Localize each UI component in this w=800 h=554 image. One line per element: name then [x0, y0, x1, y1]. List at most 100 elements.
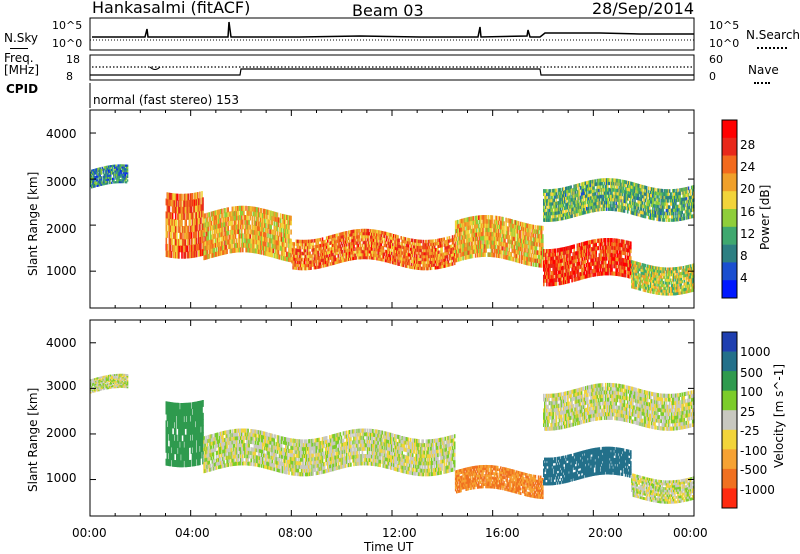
power-cell [619, 192, 622, 196]
power-cell [193, 237, 196, 245]
power-cell [607, 267, 609, 272]
power-cell [360, 234, 363, 239]
power-cell [104, 182, 107, 185]
power-cell [495, 224, 498, 229]
power-cell [573, 191, 575, 195]
power-cell [581, 195, 584, 199]
power-cell [508, 255, 510, 261]
power-cell [169, 225, 172, 232]
power-cell [558, 277, 561, 282]
power-cell [386, 256, 389, 260]
power-cell [328, 247, 330, 252]
power-cell [449, 262, 452, 267]
power-cell [167, 224, 170, 232]
power-cell [318, 238, 321, 242]
power-cell [415, 245, 417, 249]
power-cell [178, 251, 180, 259]
power-cell [126, 166, 129, 169]
power-cell [305, 263, 307, 268]
power-cell [294, 248, 297, 252]
power-cell [467, 225, 470, 231]
power-cell [296, 263, 299, 267]
velocity-cbar-label: Velocity [m s^-1] [772, 363, 786, 468]
power-cell [590, 186, 592, 191]
power-cell [238, 205, 241, 211]
power-cell [101, 181, 104, 184]
power-cell [530, 232, 532, 238]
power-cell [105, 176, 108, 180]
power-cell [634, 198, 636, 203]
power-cell [255, 234, 258, 240]
power-cell [623, 196, 626, 200]
power-cell [438, 250, 440, 254]
power-cell [293, 248, 295, 252]
power-cell [410, 247, 413, 251]
power-cell [610, 249, 612, 254]
power-cell [643, 188, 646, 193]
power-cell [423, 242, 426, 247]
power-cell [519, 246, 522, 252]
power-cell [464, 217, 466, 223]
power-cell [262, 245, 264, 251]
power-cell [376, 253, 378, 258]
power-cell [529, 228, 531, 233]
power-cell [611, 184, 613, 189]
power-cell [237, 228, 240, 234]
power-cell [549, 278, 551, 283]
power-cell [221, 245, 223, 251]
power-cell [278, 240, 281, 246]
power-cell [438, 244, 440, 248]
power-cell [92, 180, 94, 183]
power-cell [289, 257, 291, 263]
power-cell [594, 264, 596, 270]
power-cell [320, 258, 323, 263]
power-cell [391, 236, 393, 240]
power-cell [262, 240, 264, 246]
power-cell [336, 236, 338, 240]
power-cell [420, 266, 422, 271]
power-cell [469, 225, 472, 230]
power-cell [465, 250, 467, 256]
power-cell [281, 250, 284, 256]
power-cell [226, 239, 228, 245]
power-cell [192, 205, 195, 213]
power-cell [438, 253, 440, 257]
power-cell [554, 248, 557, 253]
power-cell [360, 231, 363, 236]
power-cell [419, 239, 421, 244]
power-cell [580, 246, 583, 251]
power-cell [568, 275, 570, 280]
power-cell [514, 253, 517, 258]
power-cell [623, 240, 626, 245]
power-cell [438, 262, 440, 266]
power-cell [124, 171, 127, 175]
power-cell [183, 232, 185, 240]
power-cell [624, 266, 627, 271]
power-cell [207, 240, 209, 246]
power-cell [374, 247, 376, 252]
power-cell [587, 187, 589, 191]
power-cell [626, 196, 629, 201]
power-cell [421, 257, 423, 262]
power-cell [608, 203, 610, 208]
power-cell [538, 258, 541, 264]
power-cell [600, 238, 603, 243]
power-cell [546, 263, 548, 268]
power-cell [199, 211, 201, 218]
xtick: 00:00 [673, 526, 708, 540]
power-cell [465, 242, 467, 248]
power-cell [626, 180, 629, 185]
power-cell [629, 274, 631, 279]
power-cell [426, 248, 429, 253]
power-cell [165, 198, 168, 206]
power-cell [276, 240, 279, 246]
power-cell [633, 185, 635, 190]
power-cell [358, 241, 360, 245]
power-cell [560, 269, 563, 274]
power-cell [288, 252, 290, 258]
power-cell [608, 194, 610, 198]
power-cell [577, 258, 580, 263]
power-cell [269, 242, 271, 248]
power-cell [607, 191, 609, 195]
power-cell [440, 265, 442, 269]
